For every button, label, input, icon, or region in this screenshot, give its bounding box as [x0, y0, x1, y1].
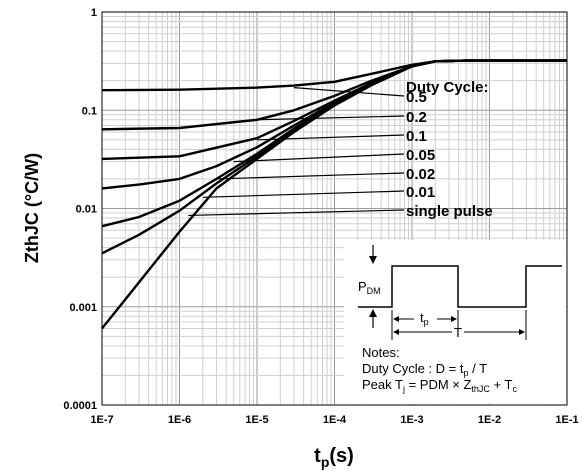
y-tick-label: 1 — [91, 7, 97, 19]
legend-title: Duty Cycle: — [406, 79, 489, 96]
duty-cycle-label: single pulse — [406, 203, 493, 220]
period-arrowhead-left — [393, 329, 399, 335]
leader-line — [256, 115, 405, 121]
tp-label: tp — [420, 310, 429, 327]
notes-duty-cycle: Duty Cycle : D = tp / T — [362, 361, 487, 378]
duty-cycle-label: 0.02 — [406, 166, 435, 183]
x-axis-label: tp(s) — [314, 445, 354, 470]
y-axis-label: ZthJC (°C/W) — [22, 153, 42, 263]
y-tick-label: 0.0001 — [63, 400, 97, 412]
y-tick-label: 0.1 — [82, 105, 97, 117]
y-tick-label: 0.001 — [69, 302, 97, 314]
period-arrowhead-right — [519, 329, 525, 335]
duty-cycle-label: 0.1 — [406, 128, 427, 145]
duty-cycle-labels: 0.5 0.2 0.1 0.05 0.020.01 single pulse — [406, 89, 493, 220]
leader-line — [202, 190, 405, 198]
duty-cycle-label: 0.01 — [406, 184, 435, 201]
duty-cycle-label: 0.5 — [406, 89, 427, 106]
leader-line — [233, 153, 405, 163]
y-tick-labels: 0.0001 0.001 0.01 0.1 1 — [63, 7, 97, 412]
y-tick-label: 0.01 — [76, 204, 97, 216]
leader-line — [188, 209, 405, 217]
notes-title: Notes: — [362, 345, 400, 360]
x-tick-label: 1E-1 — [555, 414, 578, 426]
x-tick-label: 1E-4 — [323, 414, 347, 426]
leader-line — [293, 87, 405, 97]
inset-panel: PDM tp T Notes: Duty Cycle : D = tp / T … — [344, 240, 566, 404]
x-tick-labels: 1E-7 1E-6 1E-5 1E-4 1E-3 1E-2 1E-1 — [90, 414, 578, 426]
notes-peak-tj: Peak Tj = PDM × ZthJC + Tc — [362, 377, 517, 394]
tp-arrowhead-left — [393, 316, 399, 322]
tp-arrowhead-right — [451, 316, 457, 322]
pdm-arrowhead-top — [369, 256, 377, 264]
duty-cycle-label: 0.05 — [406, 147, 435, 164]
plot-frame — [101, 11, 568, 406]
x-tick-label: 1E-6 — [168, 414, 191, 426]
pulse-waveform — [358, 265, 562, 308]
inset-background — [344, 240, 566, 404]
curve-single-pulse — [101, 59, 567, 330]
period-label: T — [454, 325, 462, 340]
x-tick-label: 1E-2 — [478, 414, 501, 426]
duty-cycle-label: 0.2 — [406, 109, 427, 126]
x-tick-label: 1E-7 — [90, 414, 113, 426]
x-tick-label: 1E-5 — [245, 414, 268, 426]
leader-line — [216, 172, 405, 180]
pdm-arrowhead-bottom — [369, 309, 377, 317]
curves — [101, 59, 567, 330]
pdm-label: PDM — [358, 279, 381, 296]
x-tick-label: 1E-3 — [400, 414, 423, 426]
